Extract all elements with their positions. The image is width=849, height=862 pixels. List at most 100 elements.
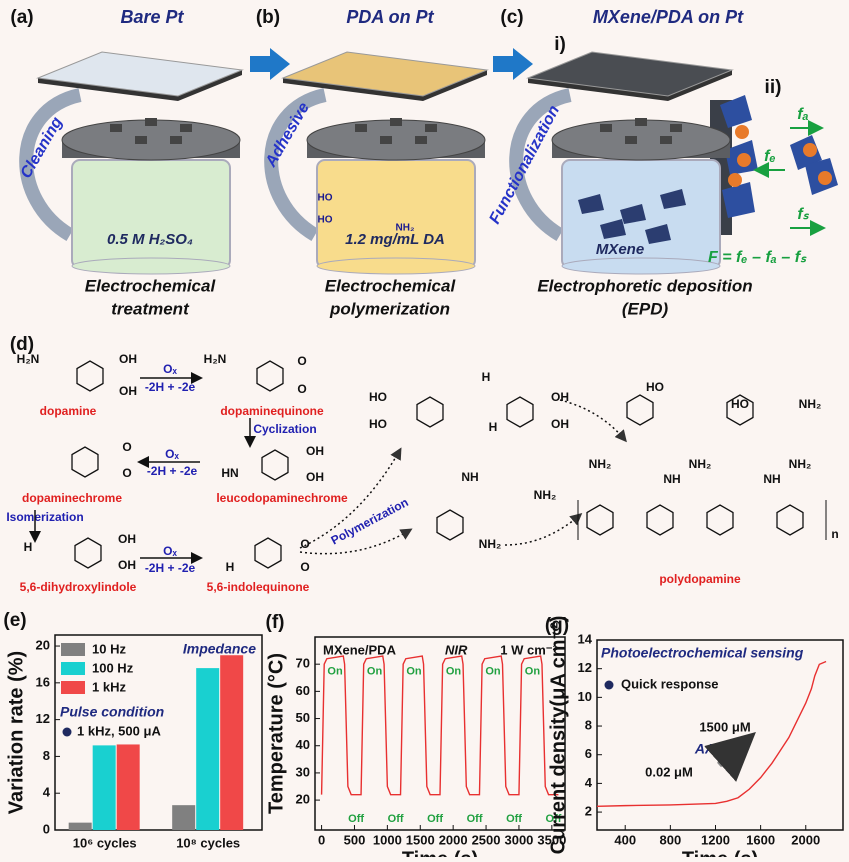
label: NH₂ (589, 457, 612, 471)
y-tick-label: 12 (578, 660, 592, 675)
lid-knob (600, 124, 612, 132)
note-bullet (62, 727, 72, 737)
label: F = fₑ – fₐ – fₛ (708, 249, 807, 266)
y-tick-label: 8 (43, 748, 50, 763)
process-arrow (493, 48, 533, 80)
x-tick-label: 10⁶ cycles (73, 835, 137, 850)
off-label: Off (348, 813, 364, 825)
note: NIR (445, 642, 468, 657)
x-tick-label: 400 (614, 832, 636, 847)
label: NH (663, 472, 680, 486)
x-tick-label: 1200 (701, 832, 730, 847)
lid-knob (170, 136, 182, 144)
y-tick-label: 50 (296, 710, 310, 725)
note: Photoelectrochemical sensing (601, 645, 804, 661)
plate (281, 51, 489, 97)
note: 0.02 μM (645, 764, 693, 779)
data-line (320, 655, 559, 796)
label: polymerization (329, 299, 450, 318)
label: H₂N (204, 352, 227, 366)
panel-label: (f) (266, 612, 285, 633)
beaker (316, 159, 476, 269)
x-tick-label: 2500 (472, 832, 501, 847)
note: MXene/PDA (323, 642, 397, 657)
note: 1 W cm⁻² (500, 642, 557, 657)
label: OH (118, 532, 136, 546)
label: fₐ (797, 106, 808, 123)
x-tick-label: 500 (344, 832, 366, 847)
plate (36, 51, 244, 97)
panel-label: (b) (256, 7, 280, 28)
beaker-bottom (316, 257, 476, 275)
y-tick-label: 40 (296, 737, 310, 752)
lid-knob (660, 136, 672, 144)
process-arrow (250, 48, 290, 80)
particle (818, 171, 832, 185)
label: OH (551, 390, 569, 404)
label: O (300, 560, 309, 574)
label: (EPD) (622, 299, 669, 318)
panel-label: (g) (545, 615, 569, 636)
x-tick-label: 0 (318, 832, 325, 847)
on-label: On (485, 666, 501, 678)
label: NH₂ (689, 457, 712, 471)
lid-knob (390, 118, 402, 126)
on-label: On (525, 666, 541, 678)
legend-label: 100 Hz (92, 660, 134, 675)
chart-title: Impedance (183, 641, 256, 657)
y-axis-label: Temperature (°C) (265, 653, 287, 814)
label: HO (369, 417, 387, 431)
label: MXene (596, 241, 644, 258)
lid-knob (355, 124, 367, 132)
reaction-arrow (559, 399, 627, 443)
label: treatment (111, 299, 190, 318)
x-tick-label: 800 (659, 832, 681, 847)
ring (416, 396, 444, 428)
curved-arrow (264, 88, 327, 242)
lid-knob (415, 136, 427, 144)
mxene-flake (578, 194, 604, 214)
off-label: Off (506, 813, 522, 825)
label: OH (306, 444, 324, 458)
trend-arrow (704, 732, 756, 782)
note: AA (694, 741, 715, 757)
lid-knob (670, 124, 682, 132)
note: Quick response (621, 676, 719, 691)
label: MXene/PDA on Pt (593, 7, 744, 27)
off-label: Off (546, 813, 562, 825)
lid-knob (110, 124, 122, 132)
panel-label: (e) (3, 610, 26, 631)
particle (737, 153, 751, 167)
bar (172, 805, 196, 830)
legend-label: 10 Hz (92, 641, 126, 656)
ring (626, 394, 654, 426)
y-tick-label: 70 (296, 656, 310, 671)
label: 5,6-dihydroxylindole (20, 580, 137, 594)
ring (71, 446, 99, 478)
mxene-flake (645, 224, 671, 244)
y-tick-label: 20 (296, 792, 310, 807)
y-tick-label: 16 (36, 674, 50, 689)
beaker-bottom (71, 257, 231, 275)
label: Oₓ (165, 447, 179, 461)
ring (261, 449, 289, 481)
label: 1.2 mg/mL DA (345, 231, 445, 248)
panel-label: i) (554, 34, 566, 55)
lid-knob (625, 136, 637, 144)
ring (586, 504, 614, 536)
x-tick-label: 1600 (746, 832, 775, 847)
label: -2H + -2e (145, 561, 196, 575)
lid-knob (180, 124, 192, 132)
note-bullet (604, 680, 614, 690)
label: H (482, 370, 491, 384)
panel-label: (c) (500, 7, 523, 28)
legend-swatch (61, 643, 85, 656)
y-tick-label: 0 (43, 821, 50, 836)
note: 1 kHz, 500 μA (77, 723, 161, 738)
label: fₛ (797, 206, 809, 223)
x-tick-label: 3000 (504, 832, 533, 847)
x-tick-label: 2000 (439, 832, 468, 847)
label: 0.5 M H₂SO₄ (107, 231, 193, 248)
y-tick-label: 60 (296, 683, 310, 698)
